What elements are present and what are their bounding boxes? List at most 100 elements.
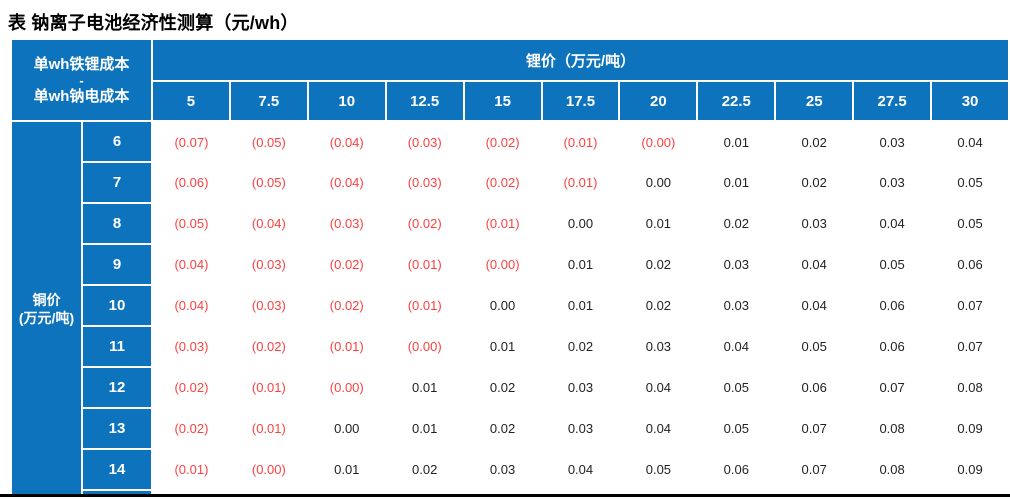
lithium-price-group-header: 锂价（万元/吨） — [151, 38, 1010, 82]
value-cell: 0.04 — [853, 203, 932, 244]
value-cell: 0.02 — [775, 162, 854, 203]
value-cell: (0.02) — [152, 408, 230, 449]
table-row: 8 (0.05) (0.04) (0.03) (0.02) (0.01) 0.00 0.01 0… — [11, 202, 1009, 245]
value-cell: (0.01) — [307, 326, 386, 367]
value-cell: (0.04) — [307, 121, 386, 162]
row-header: 8 — [81, 202, 153, 245]
value-cell: 0.02 — [775, 121, 854, 162]
value-cell: 0.02 — [619, 244, 698, 285]
row-header: 10 — [81, 284, 153, 327]
value-cell: (0.03) — [152, 326, 230, 367]
header-group-row: 单wh铁锂成本 - 单wh钠电成本 锂价（万元/吨） — [10, 38, 1010, 122]
value-cell: (0.01) — [463, 203, 542, 244]
value-cell — [463, 490, 542, 497]
partial-row — [11, 489, 1009, 498]
column-header: 25 — [774, 80, 855, 122]
value-cell: 0.05 — [775, 326, 854, 367]
value-cell: (0.01) — [541, 162, 620, 203]
value-cell: 0.07 — [775, 408, 854, 449]
value-cell: (0.05) — [229, 162, 308, 203]
value-cell: 0.05 — [697, 408, 776, 449]
value-cell: 0.01 — [307, 449, 386, 490]
row-header: 9 — [81, 243, 153, 286]
value-cell: 0.04 — [931, 121, 1009, 162]
value-cell: (0.03) — [307, 203, 386, 244]
column-header: 20 — [618, 80, 699, 122]
value-cell: 0.00 — [307, 408, 386, 449]
value-cell: (0.01) — [229, 367, 308, 408]
value-cell: (0.00) — [385, 326, 464, 367]
value-cell: 0.04 — [775, 244, 854, 285]
corner-header: 单wh铁锂成本 - 单wh钠电成本 — [10, 38, 153, 122]
table-row: 11 (0.03) (0.02) (0.01) (0.00) 0.01 0.02 0.03 0.… — [11, 325, 1009, 368]
value-cell: 0.07 — [853, 367, 932, 408]
value-cell — [229, 490, 308, 497]
row-header: 7 — [81, 161, 153, 204]
column-header: 10 — [306, 80, 387, 122]
value-cell: 0.05 — [853, 244, 932, 285]
value-cell: 0.01 — [385, 367, 464, 408]
table-row: 10 (0.04) (0.03) (0.02) (0.01) 0.00 0.01 0.02 0.… — [11, 284, 1009, 327]
column-header: 17.5 — [540, 80, 621, 122]
value-cell: 0.03 — [697, 244, 776, 285]
value-cell: (0.05) — [152, 203, 230, 244]
value-cell: 0.00 — [463, 285, 542, 326]
value-cell — [697, 490, 776, 497]
value-cell — [307, 490, 386, 497]
column-header: 15 — [462, 80, 543, 122]
value-cell: 0.04 — [697, 326, 776, 367]
value-cell: (0.00) — [307, 367, 386, 408]
value-cell: 0.01 — [541, 244, 620, 285]
value-cell — [853, 490, 932, 497]
table-row: 铜价 (万元/吨) 6 (0.07) (0.05) (0.04) (0.03) (0.02)(… — [10, 120, 1009, 498]
value-cell: 0.01 — [619, 203, 698, 244]
value-cell: 0.04 — [775, 285, 854, 326]
table-row: 7 (0.06) (0.05) (0.04) (0.03) (0.02) (0.01) 0.0… — [11, 161, 1009, 204]
value-cell: (0.00) — [619, 121, 698, 162]
row-header: 14 — [81, 448, 153, 491]
value-cell: (0.04) — [307, 162, 386, 203]
value-cell: (0.01) — [152, 449, 230, 490]
value-cell: (0.04) — [152, 244, 230, 285]
column-header: 22.5 — [696, 80, 777, 122]
column-header: 5 — [151, 80, 231, 122]
copper-price-group-header: 铜价 (万元/吨) — [10, 120, 83, 498]
row-header: 6 — [81, 120, 153, 163]
value-cell: 0.01 — [697, 162, 776, 203]
value-cell: (0.01) — [385, 285, 464, 326]
column-header-row: 5 7.5 10 12.5 15 17.5 20 22.5 25 27.5 30 — [11, 80, 1010, 122]
value-cell: 0.07 — [931, 285, 1009, 326]
value-cell — [152, 490, 230, 497]
value-cell: 0.03 — [853, 162, 932, 203]
value-cell: (0.02) — [385, 203, 464, 244]
value-cell: (0.02) — [463, 162, 542, 203]
value-cell: (0.06) — [152, 162, 230, 203]
column-header: 27.5 — [852, 80, 933, 122]
economics-table: 单wh铁锂成本 - 单wh钠电成本 锂价（万元/吨） 5 7.5 10 12.5 15 1… — [10, 38, 1010, 498]
value-cell: 0.01 — [385, 408, 464, 449]
table-row: 12 (0.02) (0.01) (0.00) 0.01 0.02 0.03 0.04 0.05… — [11, 366, 1009, 409]
value-cell: 0.03 — [619, 326, 698, 367]
table-row: 13 (0.02) (0.01) 0.00 0.01 0.02 0.03 0.04 0.05 0.… — [11, 407, 1009, 450]
value-cell: 0.03 — [775, 203, 854, 244]
value-cell: (0.00) — [229, 449, 308, 490]
value-cell: 0.04 — [541, 449, 620, 490]
value-cell: 0.01 — [463, 326, 542, 367]
value-cell: (0.07) — [152, 121, 230, 162]
value-cell: 0.03 — [853, 121, 932, 162]
value-cell: 0.02 — [385, 449, 464, 490]
value-cell: (0.01) — [229, 408, 308, 449]
value-cell: 0.06 — [697, 449, 776, 490]
value-cell: 0.02 — [697, 203, 776, 244]
row-header: 11 — [81, 325, 153, 368]
table-bottom-rule — [0, 494, 1010, 497]
row-header: 13 — [81, 407, 153, 450]
value-cell: 0.02 — [463, 408, 542, 449]
value-cell: 0.08 — [931, 367, 1009, 408]
value-cell: (0.04) — [152, 285, 230, 326]
value-cell: 0.03 — [541, 367, 620, 408]
value-cell: 0.07 — [931, 326, 1009, 367]
value-cell: 0.01 — [697, 121, 776, 162]
value-cell: 0.00 — [619, 162, 698, 203]
value-cell — [385, 490, 464, 497]
